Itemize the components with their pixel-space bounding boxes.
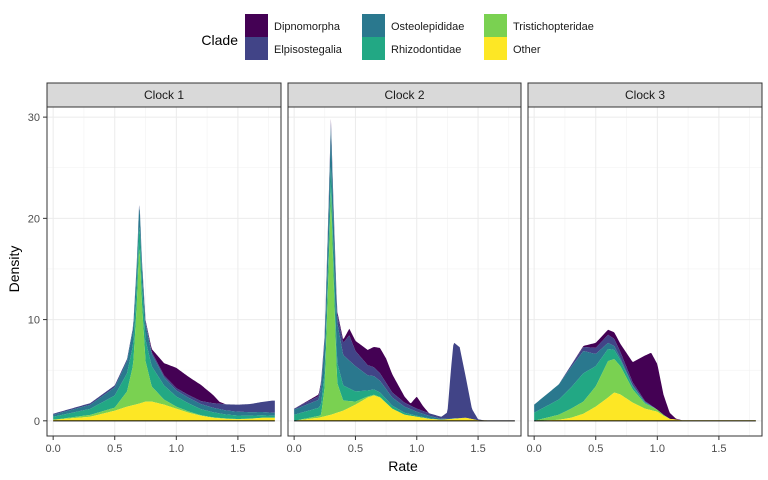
area-dipnomorpha bbox=[534, 329, 756, 421]
legend-label-tristichopteridae: Tristichopteridae bbox=[513, 21, 594, 33]
facet-title: Clock 3 bbox=[625, 88, 665, 102]
legend-key-tristichopteridae bbox=[484, 14, 507, 37]
y-axis: 0 10 20 30 bbox=[28, 112, 47, 428]
facet-3: Clock 3 0.0 0.5 1.0 1.5 bbox=[527, 82, 763, 455]
legend-key-osteolepididae bbox=[362, 14, 385, 37]
x-tick-label: 0.5 bbox=[588, 443, 603, 455]
area-other bbox=[294, 395, 515, 421]
x-tick-label: 1.0 bbox=[409, 443, 424, 455]
area-tristichopteridae bbox=[534, 359, 756, 421]
area-osteolepididae bbox=[534, 342, 756, 421]
x-tick-label: 0.0 bbox=[46, 443, 61, 455]
x-tick-label: 1.0 bbox=[650, 443, 665, 455]
facet-1: Clock 1 0.0 0.5 1.0 1.5 bbox=[46, 82, 282, 455]
areas bbox=[534, 329, 756, 421]
panel-border bbox=[527, 106, 763, 437]
facet-strip bbox=[527, 82, 763, 108]
facet-strip bbox=[46, 82, 282, 108]
legend-label-osteolepididae: Osteolepididae bbox=[391, 21, 464, 33]
grid bbox=[47, 107, 281, 436]
facet-2: Clock 2 0.0 0.5 1.0 1.5 bbox=[286, 82, 522, 455]
area-rhizodontidae bbox=[53, 227, 275, 420]
area-osteolepididae bbox=[53, 207, 275, 417]
x-tick-label: 1.5 bbox=[230, 443, 245, 455]
legend-label-other: Other bbox=[513, 44, 541, 56]
x-tick-label: 0.0 bbox=[286, 443, 301, 455]
areas bbox=[53, 205, 275, 421]
grid bbox=[288, 107, 521, 436]
area-other bbox=[534, 392, 756, 421]
area-rhizodontidae bbox=[534, 348, 756, 421]
y-tick-label: 10 bbox=[28, 315, 40, 327]
legend-key-other bbox=[484, 37, 507, 60]
x-axis-label: Rate bbox=[388, 458, 418, 474]
y-tick-label: 0 bbox=[34, 416, 40, 428]
grid bbox=[528, 107, 762, 436]
legend-key-rhizodontidae bbox=[362, 37, 385, 60]
y-tick-label: 30 bbox=[28, 112, 40, 124]
legend: Clade Dipnomorpha Elpisostegalia Osteolepi… bbox=[201, 14, 594, 60]
legend-title: Clade bbox=[201, 32, 238, 48]
facet-title: Clock 1 bbox=[144, 88, 184, 102]
x-tick-label: 0.5 bbox=[107, 443, 122, 455]
legend-label-dipnomorpha: Dipnomorpha bbox=[274, 21, 341, 33]
x-tick-label: 0.5 bbox=[348, 443, 363, 455]
legend-key-elpisostegalia bbox=[245, 37, 268, 60]
y-axis-label: Density bbox=[6, 246, 22, 293]
legend-label-rhizodontidae: Rhizodontidae bbox=[391, 44, 461, 56]
x-tick-label: 1.5 bbox=[470, 443, 485, 455]
facet-strip bbox=[287, 82, 522, 108]
panel-border bbox=[46, 106, 282, 437]
area-dipnomorpha bbox=[53, 205, 275, 414]
legend-key-dipnomorpha bbox=[245, 14, 268, 37]
area-other bbox=[53, 401, 275, 421]
area-elpisostegalia bbox=[294, 121, 515, 421]
panel-border bbox=[287, 106, 522, 437]
legend-label-elpisostegalia: Elpisostegalia bbox=[274, 44, 343, 56]
x-tick-label: 1.5 bbox=[711, 443, 726, 455]
x-tick-label: 0.0 bbox=[527, 443, 542, 455]
y-tick-label: 20 bbox=[28, 213, 40, 225]
x-tick-label: 1.0 bbox=[169, 443, 184, 455]
areas bbox=[294, 118, 515, 421]
facet-title: Clock 2 bbox=[384, 88, 424, 102]
